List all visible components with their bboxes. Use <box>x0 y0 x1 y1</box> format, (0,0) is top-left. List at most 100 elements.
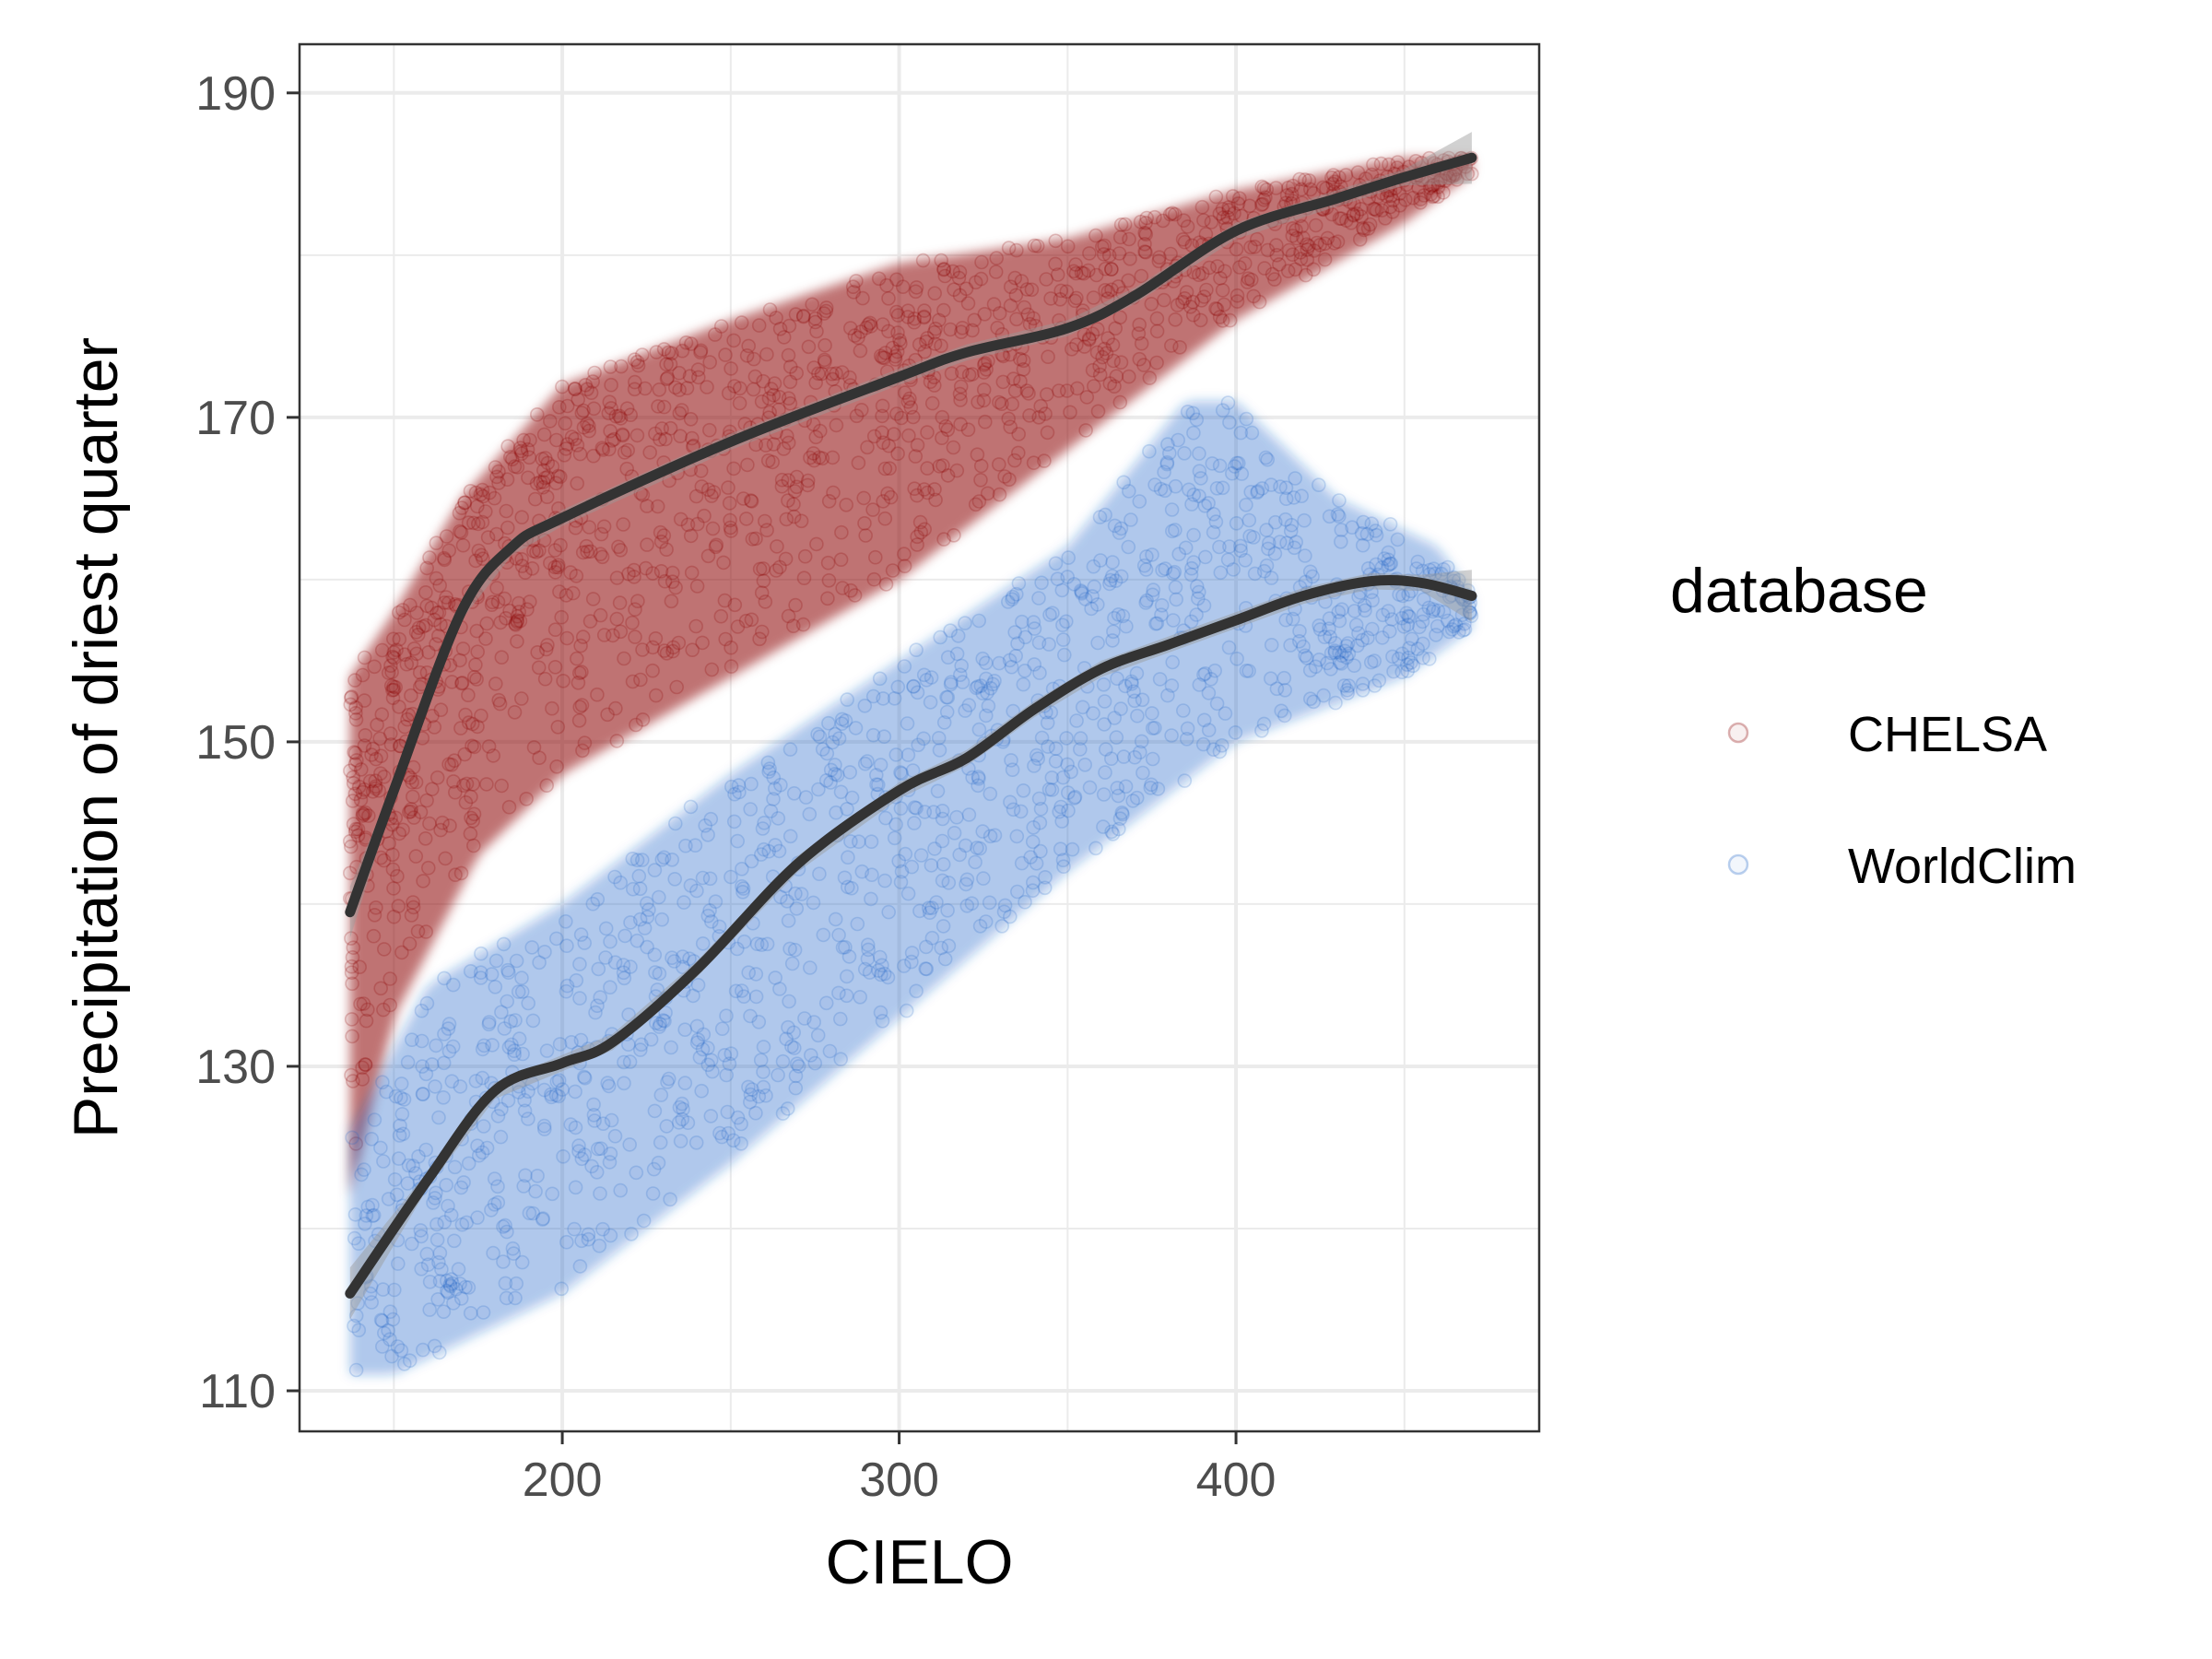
data-point <box>586 1108 602 1123</box>
data-point <box>695 935 711 951</box>
data-point <box>391 899 406 913</box>
data-point <box>664 594 679 609</box>
data-point <box>514 510 530 525</box>
data-point <box>1247 566 1263 582</box>
data-point <box>466 515 481 531</box>
data-point <box>1070 381 1085 396</box>
data-point <box>1350 165 1366 180</box>
data-point <box>1074 584 1089 600</box>
data-point <box>539 489 555 505</box>
data-point <box>1064 764 1078 780</box>
data-point <box>931 312 947 328</box>
data-point <box>953 393 968 407</box>
data-point <box>427 720 442 735</box>
data-point <box>1305 569 1320 584</box>
data-point <box>374 707 390 723</box>
data-point <box>771 402 786 418</box>
data-point <box>665 565 680 581</box>
data-point <box>665 640 681 655</box>
data-point <box>751 318 767 333</box>
data-point <box>630 358 646 373</box>
data-point <box>1098 282 1112 298</box>
data-point <box>465 776 481 792</box>
data-point <box>842 765 858 780</box>
data-point <box>466 806 482 822</box>
data-point <box>978 414 993 429</box>
data-point <box>1300 237 1314 253</box>
data-point <box>1398 193 1413 207</box>
data-point <box>823 775 838 790</box>
data-point <box>1422 181 1438 195</box>
data-point <box>609 734 625 748</box>
data-point <box>1215 313 1230 328</box>
data-point <box>1303 182 1318 197</box>
data-point <box>1225 189 1241 204</box>
data-point <box>390 868 405 884</box>
data-point <box>1465 166 1479 182</box>
data-point <box>1063 405 1077 420</box>
data-point <box>657 573 673 589</box>
data-point <box>926 378 942 393</box>
data-point <box>1390 155 1406 170</box>
data-point <box>569 569 584 583</box>
data-point <box>524 560 540 576</box>
data-point <box>875 1014 890 1029</box>
data-point <box>818 995 834 1011</box>
data-point <box>468 485 484 500</box>
data-point <box>849 408 865 424</box>
data-point <box>590 687 605 702</box>
data-point <box>1186 265 1202 280</box>
data-point <box>1441 171 1456 185</box>
data-point <box>960 422 976 438</box>
data-point <box>672 406 688 421</box>
data-point <box>1243 240 1258 255</box>
data-point <box>1254 179 1269 194</box>
data-point <box>753 1053 769 1067</box>
data-point <box>1102 576 1117 592</box>
data-point <box>1165 654 1180 670</box>
data-point <box>900 303 916 319</box>
data-point <box>1075 700 1090 715</box>
data-point <box>453 524 469 540</box>
data-point <box>497 1021 512 1036</box>
data-point <box>820 555 836 571</box>
data-point <box>1077 592 1093 606</box>
data-point <box>1054 582 1070 598</box>
data-point <box>429 1232 445 1247</box>
data-point <box>355 806 371 821</box>
data-point <box>355 1060 370 1076</box>
data-point <box>928 492 943 508</box>
data-point <box>818 300 834 315</box>
data-point <box>1360 630 1375 645</box>
data-point <box>903 400 919 415</box>
data-point <box>594 526 609 542</box>
data-point <box>756 1065 771 1079</box>
data-point <box>1202 260 1217 276</box>
data-point <box>453 524 467 539</box>
data-point <box>968 275 983 290</box>
data-point <box>567 382 582 397</box>
data-point <box>1041 739 1055 754</box>
data-point <box>905 409 921 425</box>
data-point <box>506 1246 522 1261</box>
data-point <box>1204 215 1219 229</box>
data-point <box>344 1012 359 1027</box>
data-point <box>489 469 504 485</box>
data-point <box>794 887 809 901</box>
data-point <box>357 782 372 797</box>
data-point <box>1259 558 1275 573</box>
data-point <box>797 548 813 564</box>
data-point <box>688 1135 704 1150</box>
data-point <box>344 959 359 974</box>
data-point <box>946 264 960 279</box>
data-point <box>416 874 430 888</box>
data-point <box>368 779 383 794</box>
data-point <box>859 320 874 335</box>
data-point <box>894 410 909 426</box>
data-point <box>907 311 923 326</box>
data-point <box>771 389 787 405</box>
data-point <box>1324 645 1339 661</box>
data-point <box>747 369 763 384</box>
data-point <box>1111 788 1126 804</box>
data-point <box>451 1262 466 1277</box>
